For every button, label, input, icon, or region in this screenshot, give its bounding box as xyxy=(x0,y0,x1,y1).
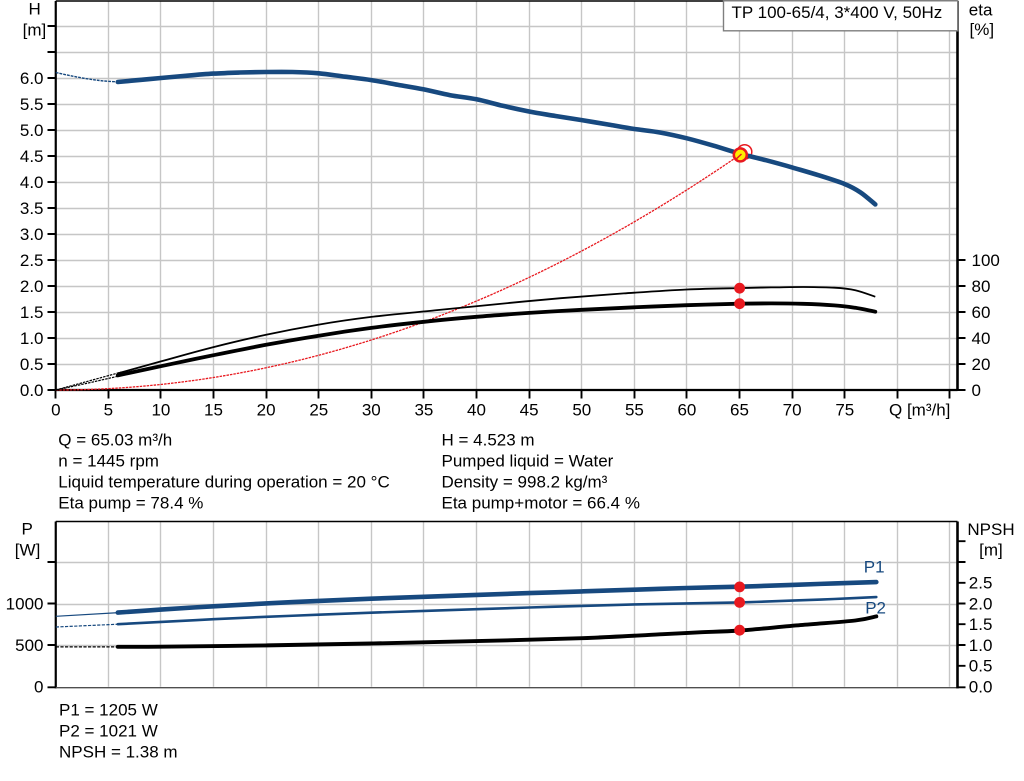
svg-text:10: 10 xyxy=(151,401,170,420)
svg-text:55: 55 xyxy=(625,401,644,420)
svg-text:60: 60 xyxy=(677,401,696,420)
svg-text:Q = 65.03 m³/h: Q = 65.03 m³/h xyxy=(58,431,172,450)
svg-text:2.5: 2.5 xyxy=(20,251,44,270)
svg-text:0.0: 0.0 xyxy=(969,677,993,696)
svg-text:15: 15 xyxy=(204,401,223,420)
svg-text:0: 0 xyxy=(972,381,981,400)
svg-text:Density = 998.2 kg/m³: Density = 998.2 kg/m³ xyxy=(442,473,608,492)
svg-text:2.0: 2.0 xyxy=(969,594,993,613)
svg-text:TP 100-65/4, 3*400 V, 50Hz: TP 100-65/4, 3*400 V, 50Hz xyxy=(732,3,943,22)
svg-text:1.5: 1.5 xyxy=(20,303,44,322)
svg-text:1.0: 1.0 xyxy=(969,636,993,655)
svg-text:5: 5 xyxy=(104,401,113,420)
svg-text:NPSH: NPSH xyxy=(967,520,1014,539)
svg-text:1000: 1000 xyxy=(6,594,44,613)
svg-text:65: 65 xyxy=(730,401,749,420)
svg-text:P2 = 1021 W: P2 = 1021 W xyxy=(59,722,158,741)
svg-text:5.0: 5.0 xyxy=(20,121,44,140)
svg-text:n = 1445 rpm: n = 1445 rpm xyxy=(58,452,159,471)
svg-text:40: 40 xyxy=(972,329,991,348)
svg-text:0.5: 0.5 xyxy=(20,355,44,374)
svg-text:P: P xyxy=(22,519,33,538)
svg-text:4.0: 4.0 xyxy=(20,173,44,192)
svg-text:0.5: 0.5 xyxy=(969,657,993,676)
svg-text:50: 50 xyxy=(572,401,591,420)
svg-text:3.5: 3.5 xyxy=(20,199,44,218)
svg-text:[W]: [W] xyxy=(15,540,41,559)
svg-text:100: 100 xyxy=(972,251,1000,270)
svg-text:NPSH = 1.38 m: NPSH = 1.38 m xyxy=(59,743,178,762)
svg-text:H: H xyxy=(29,0,41,19)
svg-text:60: 60 xyxy=(972,303,991,322)
svg-text:[m]: [m] xyxy=(979,541,1003,560)
svg-text:P2: P2 xyxy=(865,598,886,617)
svg-text:35: 35 xyxy=(414,401,433,420)
svg-text:45: 45 xyxy=(520,401,539,420)
svg-text:500: 500 xyxy=(15,636,43,655)
svg-text:1.5: 1.5 xyxy=(969,615,993,634)
svg-text:6.0: 6.0 xyxy=(20,69,44,88)
svg-text:P1 = 1205 W: P1 = 1205 W xyxy=(59,701,158,720)
svg-text:75: 75 xyxy=(835,401,854,420)
svg-text:Eta pump+motor = 66.4 %: Eta pump+motor = 66.4 % xyxy=(442,494,640,513)
svg-text:5.5: 5.5 xyxy=(20,95,44,114)
svg-text:Pumped liquid = Water: Pumped liquid = Water xyxy=(442,452,614,471)
svg-text:20: 20 xyxy=(972,355,991,374)
svg-text:25: 25 xyxy=(309,401,328,420)
svg-text:70: 70 xyxy=(783,401,802,420)
svg-text:0.0: 0.0 xyxy=(20,381,44,400)
svg-text:Eta pump = 78.4 %: Eta pump = 78.4 % xyxy=(58,494,203,513)
svg-text:40: 40 xyxy=(467,401,486,420)
svg-text:80: 80 xyxy=(972,277,991,296)
svg-text:30: 30 xyxy=(362,401,381,420)
svg-text:eta: eta xyxy=(969,0,993,19)
svg-text:Liquid temperature during oper: Liquid temperature during operation = 20… xyxy=(58,473,389,492)
svg-text:0: 0 xyxy=(51,401,60,420)
svg-text:Q [m³/h]: Q [m³/h] xyxy=(889,401,950,420)
svg-text:[%]: [%] xyxy=(970,20,995,39)
svg-text:20: 20 xyxy=(257,401,276,420)
svg-text:1.0: 1.0 xyxy=(20,329,44,348)
svg-text:2.5: 2.5 xyxy=(969,574,993,593)
svg-text:3.0: 3.0 xyxy=(20,225,44,244)
svg-text:2.0: 2.0 xyxy=(20,277,44,296)
svg-text:P1: P1 xyxy=(864,557,885,576)
svg-text:4.5: 4.5 xyxy=(20,147,44,166)
svg-text:[m]: [m] xyxy=(23,20,47,39)
svg-text:H = 4.523 m: H = 4.523 m xyxy=(442,431,535,450)
svg-text:0: 0 xyxy=(34,677,43,696)
